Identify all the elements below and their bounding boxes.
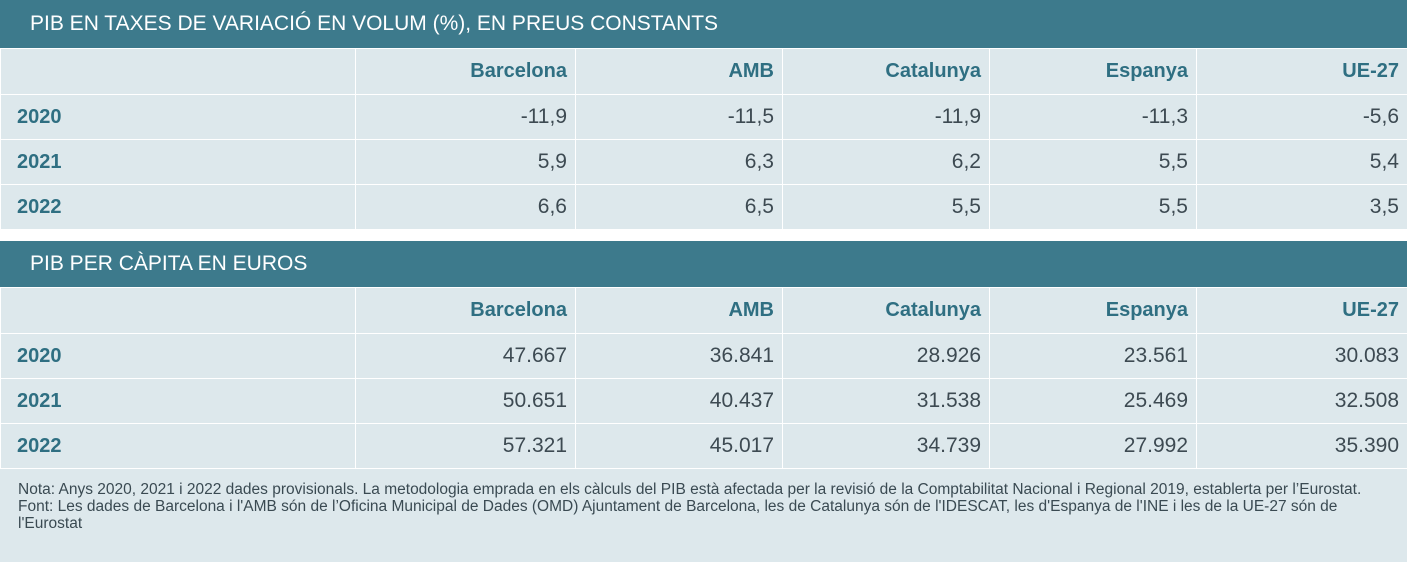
table-cell: 47.667 — [355, 333, 576, 379]
table-cell: 45.017 — [575, 423, 783, 469]
table-cell: 5,4 — [1196, 139, 1407, 185]
table-cell: -5,6 — [1196, 94, 1407, 140]
row-year: 2022 — [0, 423, 356, 469]
table-row: 2021 5,9 6,3 6,2 5,5 5,4 — [0, 139, 1407, 185]
table-cell: 5,5 — [989, 184, 1197, 230]
section-divider — [0, 229, 1407, 241]
column-header-barcelona: Barcelona — [355, 287, 576, 334]
table-row: 2022 6,6 6,5 5,5 5,5 3,5 — [0, 184, 1407, 230]
column-header-catalunya: Catalunya — [782, 287, 990, 334]
table-row: 2020 -11,9 -11,5 -11,9 -11,3 -5,6 — [0, 94, 1407, 140]
column-header-amb: AMB — [575, 287, 783, 334]
footnotes: Nota: Anys 2020, 2021 i 2022 dades provi… — [0, 463, 1407, 562]
table-cell: 5,5 — [782, 184, 990, 230]
table-cell: 36.841 — [575, 333, 783, 379]
table-cell: 31.538 — [782, 378, 990, 424]
row-year: 2020 — [0, 94, 356, 140]
table-cell: 32.508 — [1196, 378, 1407, 424]
table-row: 2020 47.667 36.841 28.926 23.561 30.083 — [0, 333, 1407, 379]
gdp-per-capita-table: Barcelona AMB Catalunya Espanya UE-27 20… — [0, 287, 1407, 469]
table-cell: -11,5 — [575, 94, 783, 140]
table-cell: -11,9 — [355, 94, 576, 140]
table-cell: -11,9 — [782, 94, 990, 140]
table-cell: 6,6 — [355, 184, 576, 230]
table-cell: 6,3 — [575, 139, 783, 185]
row-year: 2020 — [0, 333, 356, 379]
note-text: Nota: Anys 2020, 2021 i 2022 dades provi… — [18, 481, 1362, 498]
column-header-ue27: UE-27 — [1196, 287, 1407, 334]
table-cell: 40.437 — [575, 378, 783, 424]
column-header-catalunya: Catalunya — [782, 48, 990, 95]
table-header-row: Barcelona AMB Catalunya Espanya UE-27 — [0, 287, 1407, 334]
table-cell: -11,3 — [989, 94, 1197, 140]
table-cell: 23.561 — [989, 333, 1197, 379]
row-year: 2022 — [0, 184, 356, 230]
table-cell: 28.926 — [782, 333, 990, 379]
table-cell: 30.083 — [1196, 333, 1407, 379]
table-cell: 27.992 — [989, 423, 1197, 469]
column-header-amb: AMB — [575, 48, 783, 95]
table-row: 2022 57.321 45.017 34.739 27.992 35.390 — [0, 423, 1407, 469]
table-cell: 34.739 — [782, 423, 990, 469]
table2-title: PIB PER CÀPITA EN EUROS — [0, 241, 1407, 287]
row-year: 2021 — [0, 139, 356, 185]
table-cell: 5,5 — [989, 139, 1197, 185]
column-header-empty — [0, 48, 356, 95]
table1-title: PIB EN TAXES DE VARIACIÓ EN VOLUM (%), E… — [0, 0, 1407, 48]
column-header-espanya: Espanya — [989, 287, 1197, 334]
table-cell: 3,5 — [1196, 184, 1407, 230]
table-cell: 50.651 — [355, 378, 576, 424]
source-text: Font: Les dades de Barcelona i l'AMB són… — [18, 498, 1338, 532]
table-cell: 6,2 — [782, 139, 990, 185]
table-cell: 35.390 — [1196, 423, 1407, 469]
table-row: 2021 50.651 40.437 31.538 25.469 32.508 — [0, 378, 1407, 424]
column-header-barcelona: Barcelona — [355, 48, 576, 95]
table-header-row: Barcelona AMB Catalunya Espanya UE-27 — [0, 48, 1407, 95]
column-header-empty — [0, 287, 356, 334]
table-cell: 57.321 — [355, 423, 576, 469]
gdp-growth-table: Barcelona AMB Catalunya Espanya UE-27 20… — [0, 48, 1407, 230]
column-header-espanya: Espanya — [989, 48, 1197, 95]
row-year: 2021 — [0, 378, 356, 424]
column-header-ue27: UE-27 — [1196, 48, 1407, 95]
table-cell: 25.469 — [989, 378, 1197, 424]
table-cell: 6,5 — [575, 184, 783, 230]
table-cell: 5,9 — [355, 139, 576, 185]
